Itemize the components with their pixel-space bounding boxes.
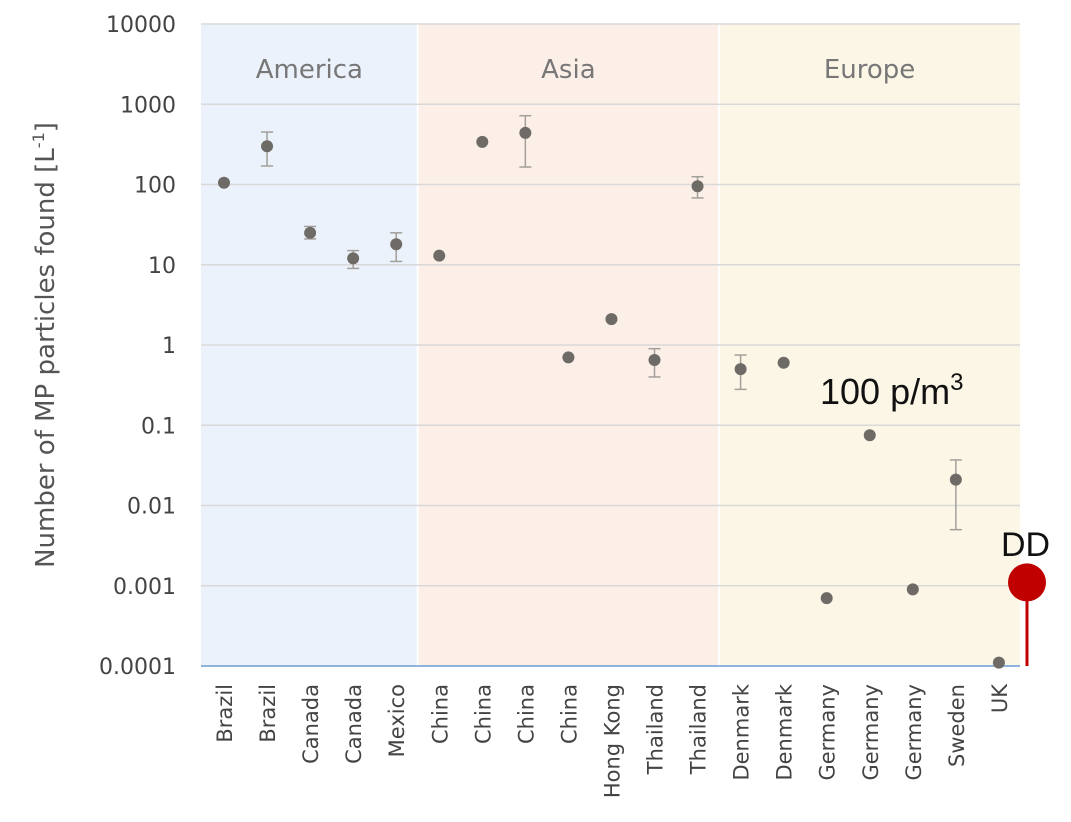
category-label: Denmark (730, 683, 754, 780)
data-point (347, 252, 360, 265)
dd-marker (1008, 563, 1046, 666)
data-point (820, 592, 833, 605)
data-point (605, 313, 618, 326)
data-point (261, 140, 274, 153)
y-tick-label: 100 (134, 174, 176, 199)
category-label: China (514, 684, 538, 744)
y-axis-label: Number of MP particles found [L-1] (29, 122, 61, 568)
error-bar (949, 459, 962, 531)
y-tick-label: 0.001 (113, 575, 176, 600)
category-label: China (557, 684, 581, 744)
y-tick-label: 10000 (106, 13, 176, 38)
data-point (734, 363, 747, 376)
y-tick-label: 1000 (120, 93, 176, 118)
data-point (648, 354, 661, 367)
category-label: Brazil (213, 684, 237, 743)
category-label: Thailand (687, 684, 711, 775)
category-label: Brazil (256, 684, 280, 743)
category-label: Canada (342, 684, 366, 764)
category-label: Sweden (945, 684, 969, 767)
category-label: Canada (299, 684, 323, 764)
data-point (218, 176, 230, 189)
category-label: Germany (816, 684, 840, 781)
data-points (218, 126, 1005, 669)
category-label: UK (988, 683, 1012, 713)
y-tick-label: 0.1 (141, 414, 176, 439)
category-label: Denmark (773, 683, 797, 780)
data-point (906, 583, 919, 596)
category-label: China (471, 684, 495, 744)
data-point (476, 135, 489, 148)
data-point (562, 351, 575, 364)
category-label: Germany (902, 684, 926, 781)
region-label-europe: Europe (824, 55, 915, 85)
y-tick-label: 0.0001 (99, 655, 176, 680)
data-point (691, 180, 704, 193)
gridlines (201, 23, 1020, 667)
category-label: Hong Kong (600, 684, 624, 798)
region-labels: America Asia Europe (256, 55, 916, 85)
category-label: Mexico (385, 684, 409, 757)
data-point (304, 226, 317, 239)
category-labels: Brazil Brazil Canada Canada Mexico China China… (213, 683, 1012, 798)
category-label: Germany (859, 684, 883, 781)
annotation-100-per-m3: 100 p/m3 (820, 369, 963, 412)
annotation-dd-label: DD (1001, 526, 1050, 564)
category-label: China (428, 684, 452, 744)
dd-marker-head (1008, 563, 1046, 602)
y-tick-label: 1 (162, 334, 176, 359)
category-label: Thailand (644, 684, 668, 775)
data-point (519, 126, 532, 139)
region-label-asia: Asia (541, 55, 596, 85)
data-point (433, 249, 446, 262)
data-point (863, 429, 876, 442)
y-tick-label: 10 (148, 254, 176, 279)
data-point (992, 656, 1005, 669)
region-label-america: America (256, 55, 363, 85)
data-point (949, 473, 962, 486)
y-tick-labels: 10000 1000 100 10 1 0.1 0.01 0.001 0.0001 (99, 13, 176, 680)
error-bar (519, 114, 532, 168)
data-point (390, 238, 403, 251)
y-tick-label: 0.01 (127, 495, 176, 520)
data-point (777, 356, 790, 369)
